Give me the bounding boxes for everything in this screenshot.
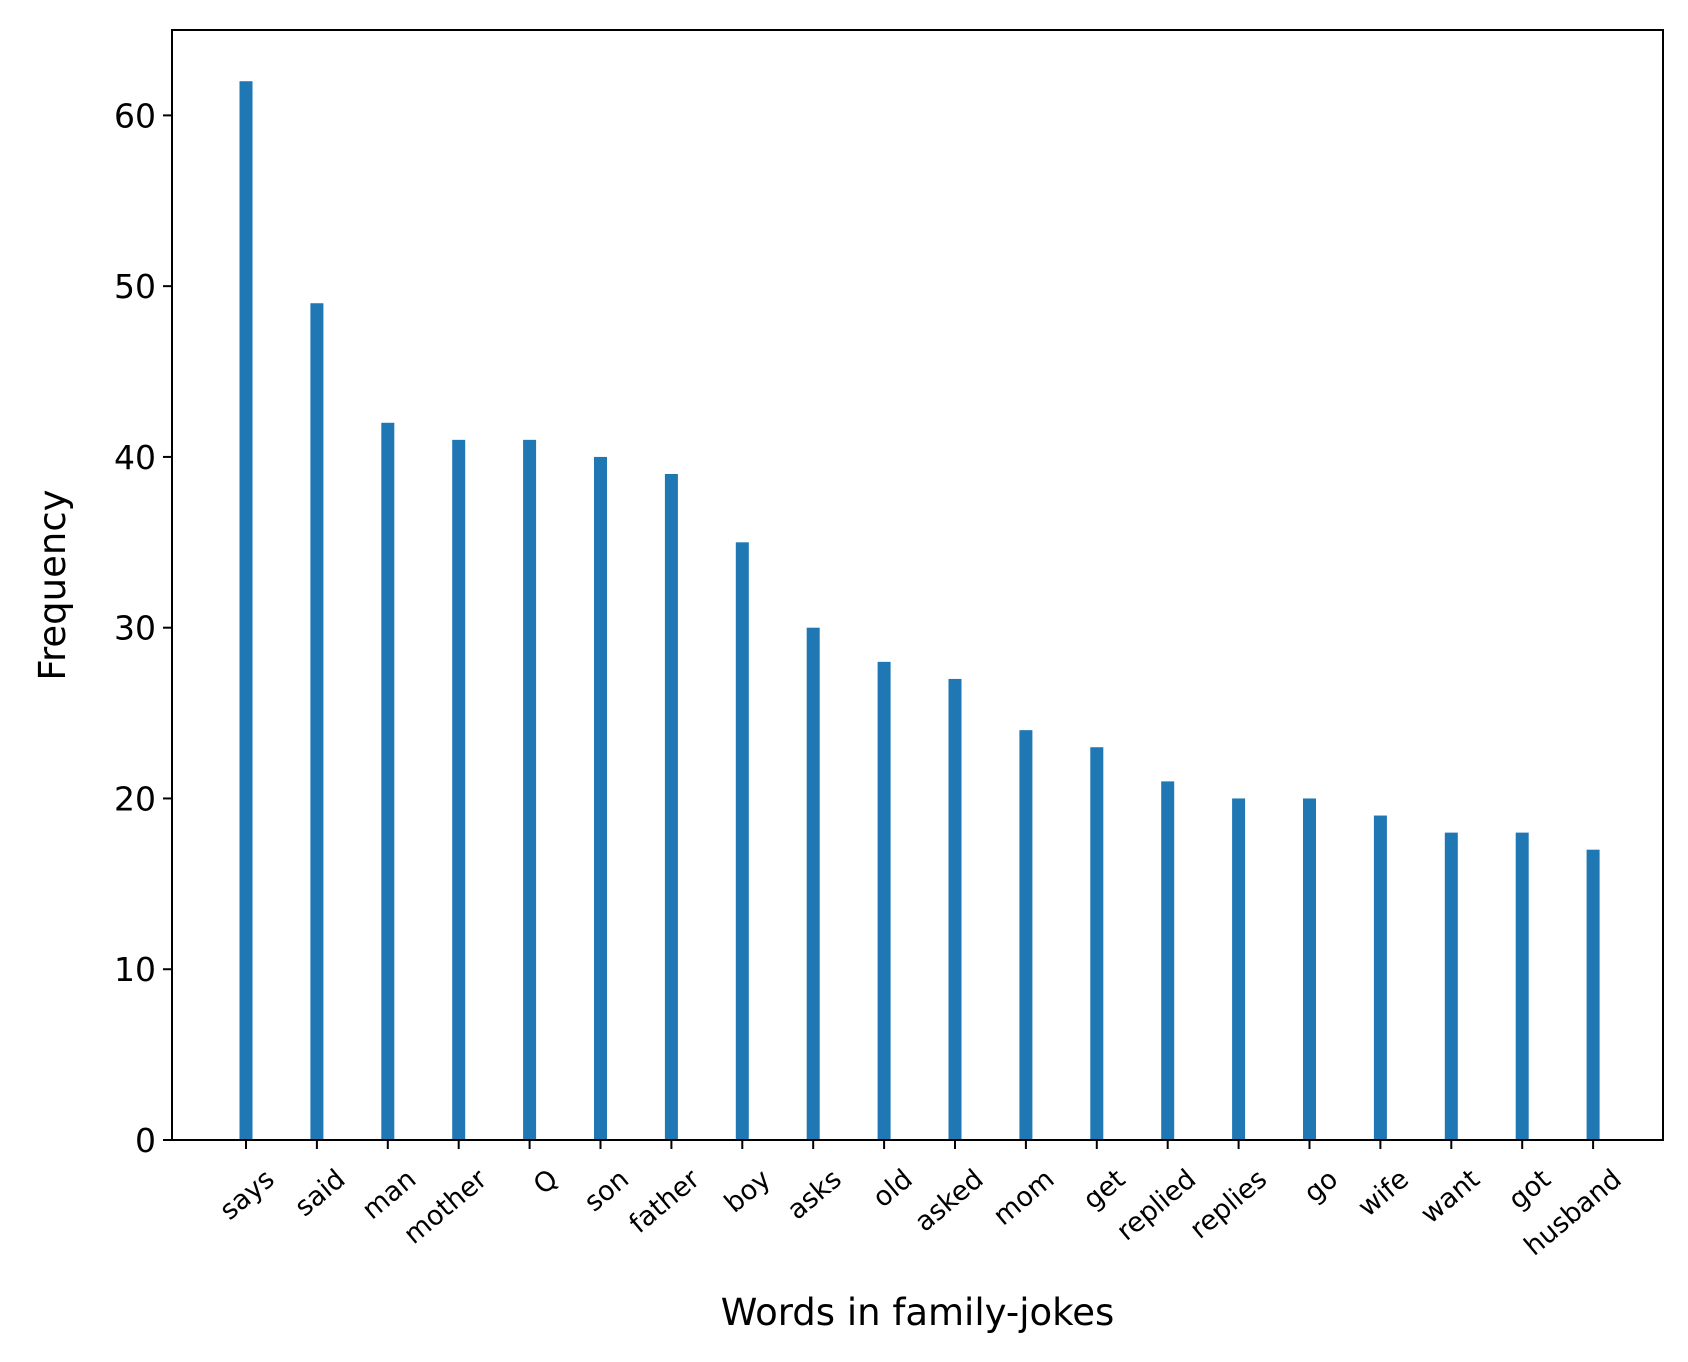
- bar-6: [664, 474, 678, 1140]
- bar-5: [594, 456, 607, 1140]
- y-tick-label: 30: [114, 609, 156, 648]
- bar-19: [1586, 849, 1600, 1140]
- bar-15: [1303, 798, 1316, 1140]
- bars-layer: [239, 81, 1600, 1141]
- bar-0: [239, 81, 253, 1141]
- bar-2: [381, 422, 395, 1140]
- bar-14: [1232, 798, 1246, 1140]
- bar-11: [1019, 730, 1033, 1140]
- bar-18: [1515, 832, 1529, 1140]
- bar-4: [523, 439, 537, 1140]
- y-tick-label: 40: [114, 438, 156, 477]
- y-tick-label: 20: [114, 779, 156, 818]
- y-tick-label: 10: [114, 950, 156, 989]
- y-axis-ticks: 0 10 20 30 40 50 60: [114, 96, 172, 1160]
- bar-17: [1444, 832, 1458, 1140]
- bar-13: [1161, 781, 1175, 1140]
- y-tick-label: 0: [135, 1121, 156, 1160]
- y-tick-label: 50: [114, 267, 156, 306]
- bar-10: [948, 678, 962, 1140]
- y-axis-label: Frequency: [31, 489, 74, 680]
- plot-frame: [171, 29, 1664, 1141]
- bar-16: [1373, 815, 1387, 1140]
- bar-3: [452, 439, 466, 1140]
- bar-8: [806, 627, 820, 1140]
- bar-7: [735, 542, 749, 1140]
- bar-12: [1090, 747, 1104, 1140]
- bar-1: [310, 303, 324, 1140]
- bar-9: [877, 661, 891, 1140]
- y-tick-label: 60: [114, 96, 156, 135]
- x-axis-label: Words in family-jokes: [721, 1291, 1115, 1334]
